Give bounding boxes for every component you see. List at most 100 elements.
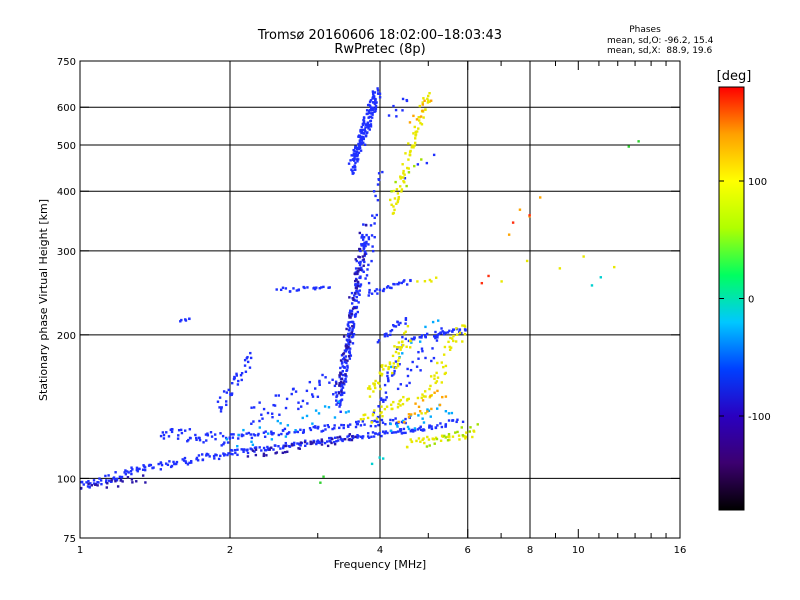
data-point (342, 391, 346, 394)
data-point (358, 247, 362, 251)
data-point (377, 172, 381, 175)
data-point (370, 292, 374, 295)
data-point (386, 334, 389, 338)
data-point (397, 402, 400, 406)
data-point (392, 362, 395, 365)
data-point (246, 360, 250, 364)
data-point (320, 430, 323, 433)
data-point (347, 434, 351, 438)
data-point (256, 434, 260, 437)
data-point (252, 406, 256, 409)
data-point (266, 432, 270, 435)
data-point (414, 137, 417, 140)
data-point (386, 377, 390, 380)
data-point (443, 434, 446, 438)
data-point (342, 381, 345, 384)
data-point (461, 420, 465, 424)
data-point (94, 483, 98, 486)
data-point (294, 429, 297, 432)
data-point (394, 431, 398, 434)
data-point (413, 412, 417, 415)
data-point (212, 454, 216, 458)
data-point (558, 267, 562, 270)
data-point (460, 331, 463, 335)
data-point (366, 416, 370, 420)
data-point (195, 436, 198, 440)
data-point (384, 391, 388, 394)
data-point (392, 372, 396, 375)
data-point (341, 386, 345, 389)
data-point (353, 165, 357, 169)
data-point (151, 466, 154, 470)
data-point (359, 138, 363, 141)
data-point (369, 115, 372, 119)
data-point (230, 392, 234, 395)
data-point (368, 291, 371, 294)
data-point (232, 433, 235, 436)
data-point (262, 452, 266, 455)
data-point (393, 366, 396, 369)
data-point (440, 327, 443, 330)
data-point (361, 130, 364, 133)
data-point (409, 430, 413, 433)
data-point (379, 397, 383, 400)
data-point (219, 454, 222, 458)
data-point (446, 439, 450, 442)
data-point (266, 447, 270, 450)
data-point (413, 144, 416, 147)
data-point (399, 185, 402, 188)
data-point (411, 144, 414, 147)
data-point (367, 127, 370, 130)
data-point (377, 423, 380, 427)
data-point (311, 442, 314, 445)
data-point (284, 287, 288, 290)
data-point (115, 479, 119, 482)
data-point (394, 180, 397, 184)
data-point (354, 161, 357, 165)
data-point (352, 325, 356, 328)
data-point (237, 379, 240, 383)
data-point (377, 339, 381, 342)
data-point (340, 390, 343, 393)
data-point (358, 256, 361, 259)
data-point (348, 357, 352, 360)
data-point (342, 352, 346, 355)
data-point (250, 440, 253, 443)
data-point (365, 109, 369, 112)
data-point (312, 441, 315, 444)
data-point (312, 425, 315, 429)
data-point (437, 333, 440, 336)
data-point (415, 365, 419, 368)
data-point (409, 438, 412, 441)
data-point (231, 436, 235, 439)
data-point (370, 116, 374, 119)
data-point (404, 417, 407, 421)
data-point (400, 281, 403, 285)
data-point (412, 146, 415, 149)
data-point (373, 384, 376, 387)
data-point (424, 412, 427, 415)
y-tick-label: 75 (63, 534, 76, 545)
data-point (387, 367, 390, 371)
data-point (435, 437, 439, 441)
data-point (408, 150, 412, 154)
data-point (582, 255, 585, 258)
data-point (450, 411, 454, 415)
data-point (412, 430, 415, 433)
data-point (351, 327, 354, 331)
data-point (309, 428, 313, 432)
data-point (353, 156, 356, 160)
data-point (338, 384, 341, 387)
data-point (451, 337, 454, 340)
data-point (396, 425, 399, 428)
data-point (409, 346, 412, 349)
data-point (374, 105, 377, 109)
data-point (395, 202, 398, 205)
data-point (198, 438, 202, 442)
data-point (384, 398, 387, 402)
data-point (428, 426, 431, 429)
data-point (374, 425, 377, 428)
data-point (217, 457, 221, 461)
data-point (402, 427, 406, 431)
